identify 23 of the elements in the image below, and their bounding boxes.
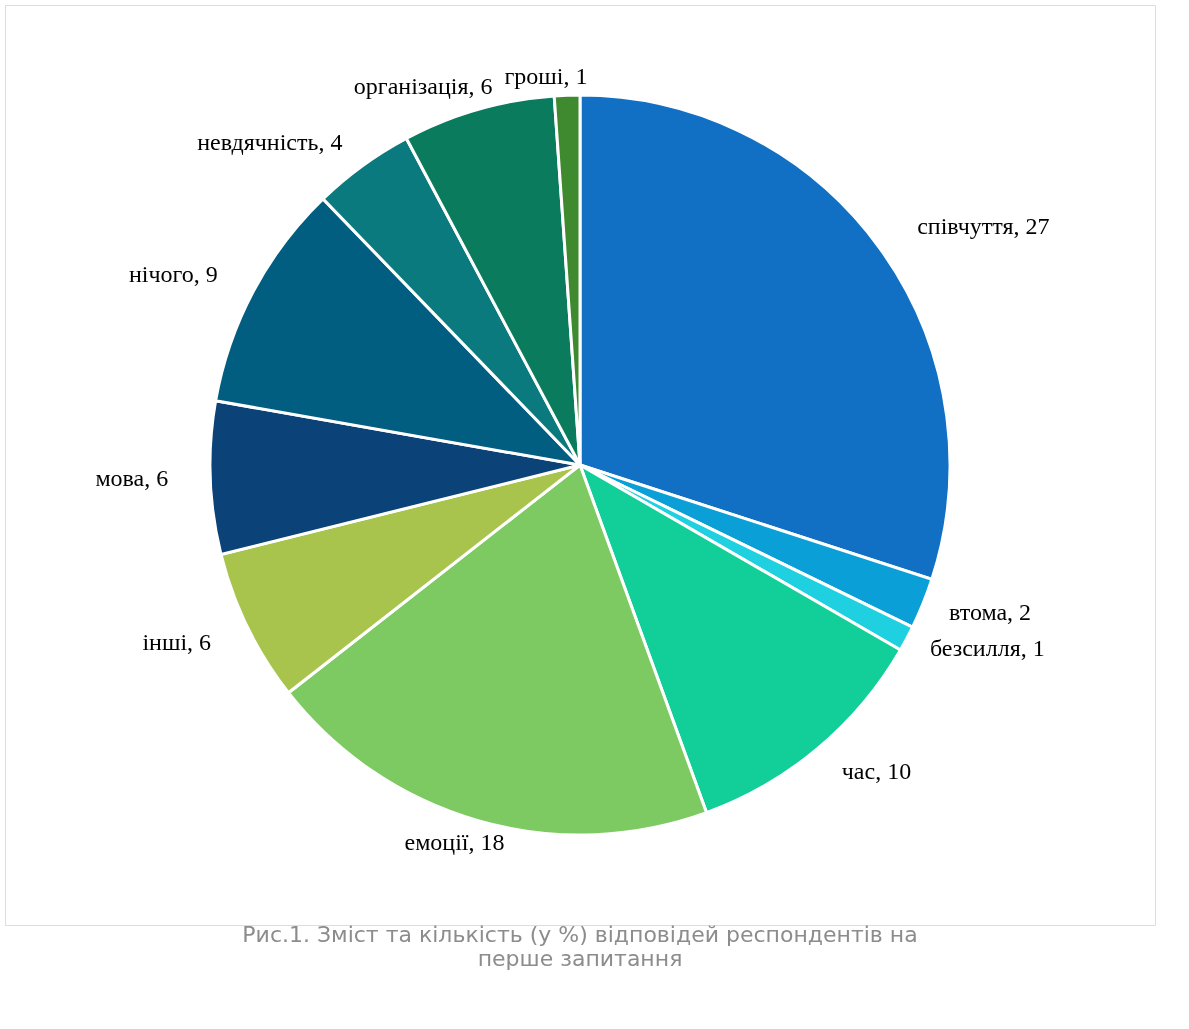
data-label: , 2: [1007, 599, 1032, 626]
slice-label: організація: [353, 72, 469, 99]
slice-label: співчуття: [917, 213, 1014, 240]
slice-label: інші: [142, 628, 188, 655]
text: Рис.1. Зміст та кількість (у %) відповідей респондентів на перше запитання: [242, 922, 918, 971]
slice-label: емоції: [404, 829, 469, 856]
slice-label: безсилля: [929, 634, 1021, 661]
slice-label: втома: [949, 599, 1008, 626]
slice-label: гроші: [504, 63, 564, 90]
data-label: , 1: [1020, 634, 1045, 661]
data-label: , 10: [875, 758, 912, 785]
data-label: , 1: [563, 63, 588, 90]
data-label: , 4: [318, 129, 343, 156]
data-label: , 6: [468, 72, 493, 99]
slice-label: мова: [95, 465, 145, 492]
data-label: , 18: [468, 829, 505, 856]
data-label: , 27: [1013, 213, 1050, 240]
slice-label: невдячність: [197, 129, 319, 156]
slice-label: нічого: [129, 260, 194, 287]
slice-label: час: [841, 758, 876, 785]
data-label: , 9: [193, 260, 218, 287]
data-label: , 6: [144, 465, 169, 492]
data-label: , 6: [187, 628, 212, 655]
